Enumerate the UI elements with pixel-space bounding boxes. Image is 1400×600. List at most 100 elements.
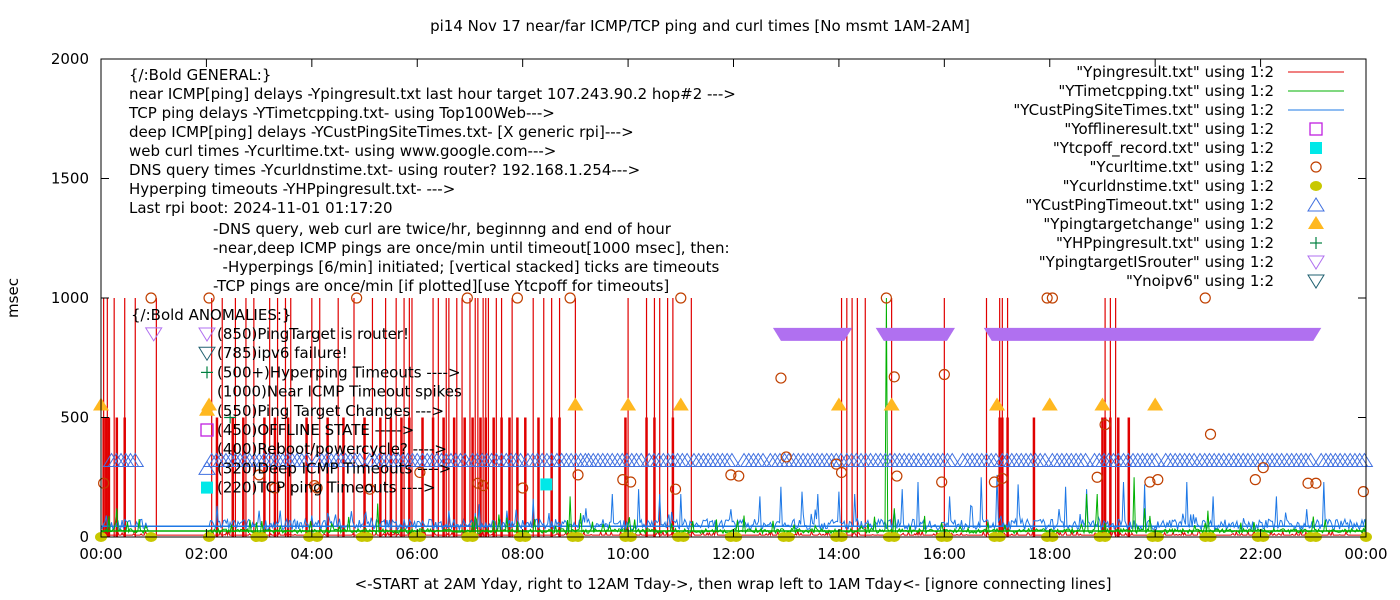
timeout-marker [126,452,145,468]
note-line: -TCP pings are once/min [if plotted][use… [213,277,669,295]
x-tick-label: 10:00 [606,545,649,563]
curl-point [888,371,900,383]
curl-point [203,292,215,304]
legend-label: "Ypingresult.txt" using 1:2 [1076,63,1274,81]
general-line: deep ICMP[ping] delays -YCustPingSiteTim… [129,123,634,141]
legend-label: "YCustPingTimeout.txt" using 1:2 [1025,196,1274,214]
curl-point [1152,474,1164,486]
curl-point [311,482,323,494]
anomaly-line: (550)Ping Target Changes ---> [217,402,444,420]
timeout-marker [1301,452,1320,468]
timeout-marker [943,452,962,468]
curl-point [780,451,792,463]
legend-label: "Ycurldnstime.txt" using 1:2 [1063,177,1274,195]
anomaly-line: (450)OFFLINE STATE -----> [217,421,414,439]
anomaly-line: (500+)Hyperping Timeouts ----> [217,363,461,381]
general-line: Last rpi boot: 2024-11-01 01:17:20 [129,199,393,217]
anomaly-line: (1000)Near ICMP Timeout spikes [217,383,462,401]
router-marker [144,327,163,342]
curl-point [1041,292,1053,304]
legend-swatch [1310,142,1322,154]
curl-point [830,458,842,470]
curl-point [269,482,281,494]
series-ycurltime [98,292,1369,498]
general-line: web curl times -Ycurltime.txt- using www… [129,142,556,160]
curl-point [1310,477,1322,489]
curl-point [351,292,363,304]
curl-point [996,472,1008,485]
curl-point [1199,292,1211,304]
curl-point [414,466,426,479]
target-change-point [567,397,584,411]
curl-point [625,476,637,488]
y-tick-label: 0 [79,528,89,546]
router-band [875,327,955,341]
y-tick-label: 1500 [51,170,89,188]
series-ytcpoff-record [540,478,553,491]
legend-swatch [1307,255,1325,270]
legend-label: "YCustPingSiteTimes.txt" using 1:2 [1013,101,1274,119]
curl-point [253,469,265,481]
legend-label: "YTimetcpping.txt" using 1:2 [1058,82,1274,100]
anomaly-line: (220)TCP ping Timeouts ----> [217,479,435,497]
curl-point [1257,462,1269,474]
y-tick-label: 1000 [51,289,89,307]
series-ycustpingtimeout [102,452,1374,468]
curl-point [564,292,576,304]
plot-area [93,292,1374,542]
general-line: TCP ping delays -YTimetcpping.txt- using… [128,104,555,122]
curl-point [461,292,473,304]
curl-point [472,477,484,489]
target-change-point [1041,397,1058,411]
curl-point [1099,419,1111,431]
legend-label: "Ypingtargetchange" using 1:2 [1043,215,1274,233]
general-line: near ICMP[ping] delays -Ypingresult.txt … [129,85,736,103]
series-yhppingresult [224,411,237,424]
curl-point [477,480,489,492]
legend-swatch [1310,181,1322,191]
router-band [772,327,853,341]
curl-point [725,469,737,481]
curl-point [1357,485,1369,498]
x-tick-label: 00:00 [79,545,122,563]
legend-label: "YHPpingresult.txt" using 1:2 [1056,234,1274,252]
anomaly-marker [200,423,214,437]
legend-swatch [1307,197,1325,212]
x-tick-label: 12:00 [712,545,755,563]
curl-point [675,292,687,304]
annotations: {/:Bold GENERAL:}near ICMP[ping] delays … [128,66,736,497]
target-change-point [620,397,637,411]
anomalies-header: {/:Bold ANOMALIES:} [131,306,291,324]
legend-label: "Yofflineresult.txt" using 1:2 [1064,120,1274,138]
series-ypingresult [100,298,1367,537]
x-tick-label: 06:00 [396,545,439,563]
router-band [983,327,1322,341]
curl-point [308,480,321,492]
x-tick-label: 18:00 [1028,545,1071,563]
timeout-marker [350,452,369,468]
curl-point [1204,428,1217,440]
anomaly-marker [201,366,213,379]
y-axis-label: msec [4,278,22,318]
legend-label: "YpingtargetISrouter" using 1:2 [1039,253,1274,271]
anomaly-line: (850)PingTarget is router! [217,325,409,343]
note-line: -DNS query, web curl are twice/hr, begin… [213,220,672,238]
target-change-point [672,397,689,411]
curl-point [936,476,948,488]
legend-swatch [1309,122,1323,136]
legend-swatch [1310,161,1322,173]
timeout-marker [1076,452,1095,468]
timeout-marker [1355,452,1374,468]
x-axis-label: <-START at 2AM Yday, right to 12AM Tday-… [355,575,1112,593]
curl-point [517,482,529,494]
target-change-point [1094,397,1111,411]
x-tick-label: 14:00 [817,545,860,563]
curl-point [669,483,682,495]
note-line: -Hyperpings [6/min] initiated; [vertical… [213,258,719,276]
x-tick-label: 22:00 [1239,545,1282,563]
axes: 0 500 1000 1500 2000 00:00 02:00 04:00 06:00 08:0… [51,50,1388,563]
curl-point [572,469,584,481]
target-change-point [883,397,900,411]
general-header: {/:Bold GENERAL:} [129,66,271,84]
